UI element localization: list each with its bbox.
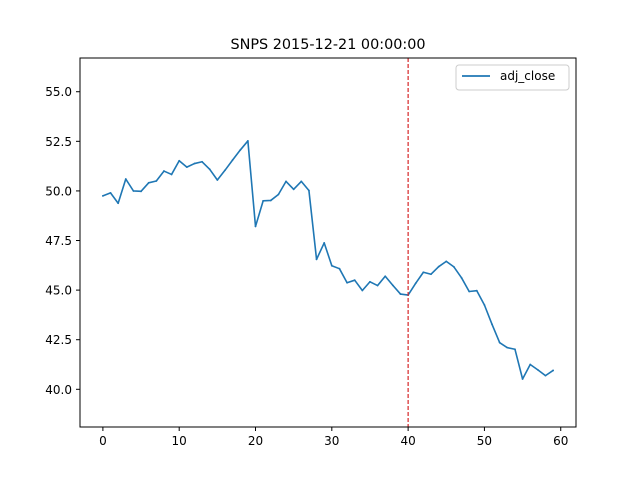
x-tick-label: 0 <box>99 434 107 448</box>
data-point <box>430 273 432 276</box>
x-tick-label: 60 <box>553 434 568 448</box>
y-tick-label: 40.0 <box>45 383 72 397</box>
data-point <box>208 168 211 171</box>
y-tick-label: 47.5 <box>45 234 72 248</box>
data-point <box>453 266 455 268</box>
data-point <box>132 190 135 192</box>
data-point <box>262 199 265 202</box>
data-point <box>246 140 249 142</box>
data-point <box>460 276 463 279</box>
y-tick-label: 45.0 <box>45 284 72 298</box>
data-point <box>536 368 539 371</box>
data-point <box>506 346 509 349</box>
tick-layer: 0 10 20 30 40 50 60 40.0 42.5 45.0 47.5 50.0 52.5 55.… <box>45 85 568 448</box>
x-tick-label: 10 <box>172 434 187 448</box>
data-point <box>109 192 112 194</box>
data-point <box>384 275 387 278</box>
data-point <box>391 284 394 287</box>
data-point <box>269 199 272 202</box>
plot-frame <box>79 57 577 428</box>
data-point <box>361 289 364 292</box>
data-point <box>117 202 120 205</box>
x-tick-label: 50 <box>477 434 492 448</box>
data-point <box>193 162 196 165</box>
data-point <box>346 281 348 284</box>
data-point <box>300 180 303 183</box>
data-point <box>338 267 341 270</box>
data-point <box>323 241 326 244</box>
data-point <box>399 293 402 295</box>
data-point <box>224 169 226 172</box>
data-point <box>353 279 356 282</box>
data-point <box>101 194 104 197</box>
data-point <box>376 284 379 287</box>
data-point <box>308 189 310 192</box>
data-point <box>178 159 181 162</box>
data-point <box>514 348 516 351</box>
legend-label: adj_close <box>500 69 555 83</box>
data-point <box>544 374 547 377</box>
data-point <box>491 323 493 326</box>
data-point <box>498 341 501 344</box>
data-point <box>475 289 478 292</box>
data-point <box>140 190 142 193</box>
data-point <box>330 264 333 267</box>
data-point <box>155 180 158 182</box>
data-point <box>369 280 371 283</box>
data-point <box>521 378 524 380</box>
data-point <box>552 369 555 372</box>
data-point <box>445 260 448 263</box>
y-tick-label: 52.5 <box>45 135 72 149</box>
y-tick-label: 55.0 <box>45 85 72 99</box>
x-tick-label: 20 <box>248 434 263 448</box>
data-point <box>315 258 318 261</box>
data-point <box>468 290 471 293</box>
data-point <box>529 363 532 366</box>
data-point <box>239 149 242 151</box>
x-tick-label: 30 <box>324 434 339 448</box>
data-point <box>185 166 188 169</box>
data-point <box>147 181 150 184</box>
data-point <box>277 193 280 196</box>
data-point <box>170 173 173 176</box>
data-point <box>124 178 127 180</box>
data-point <box>483 304 486 306</box>
x-tick-label: 40 <box>400 434 415 448</box>
data-point <box>422 271 425 274</box>
data-point <box>231 159 234 161</box>
y-tick-label: 50.0 <box>45 184 72 198</box>
data-point <box>201 160 203 163</box>
legend: adj_close <box>455 64 570 91</box>
y-tick-label: 42.5 <box>45 333 72 347</box>
data-point <box>414 282 417 285</box>
data-point <box>292 188 295 191</box>
legend-box <box>455 64 570 91</box>
chart-title: SNPS 2015-12-21 00:00:00 <box>230 37 425 53</box>
data-point <box>216 179 219 181</box>
data-point <box>163 170 165 172</box>
data-point <box>285 180 287 183</box>
data-point <box>437 265 440 268</box>
series-line-adj_close <box>102 140 554 380</box>
data-point <box>254 225 257 228</box>
plot-layer <box>101 58 555 427</box>
